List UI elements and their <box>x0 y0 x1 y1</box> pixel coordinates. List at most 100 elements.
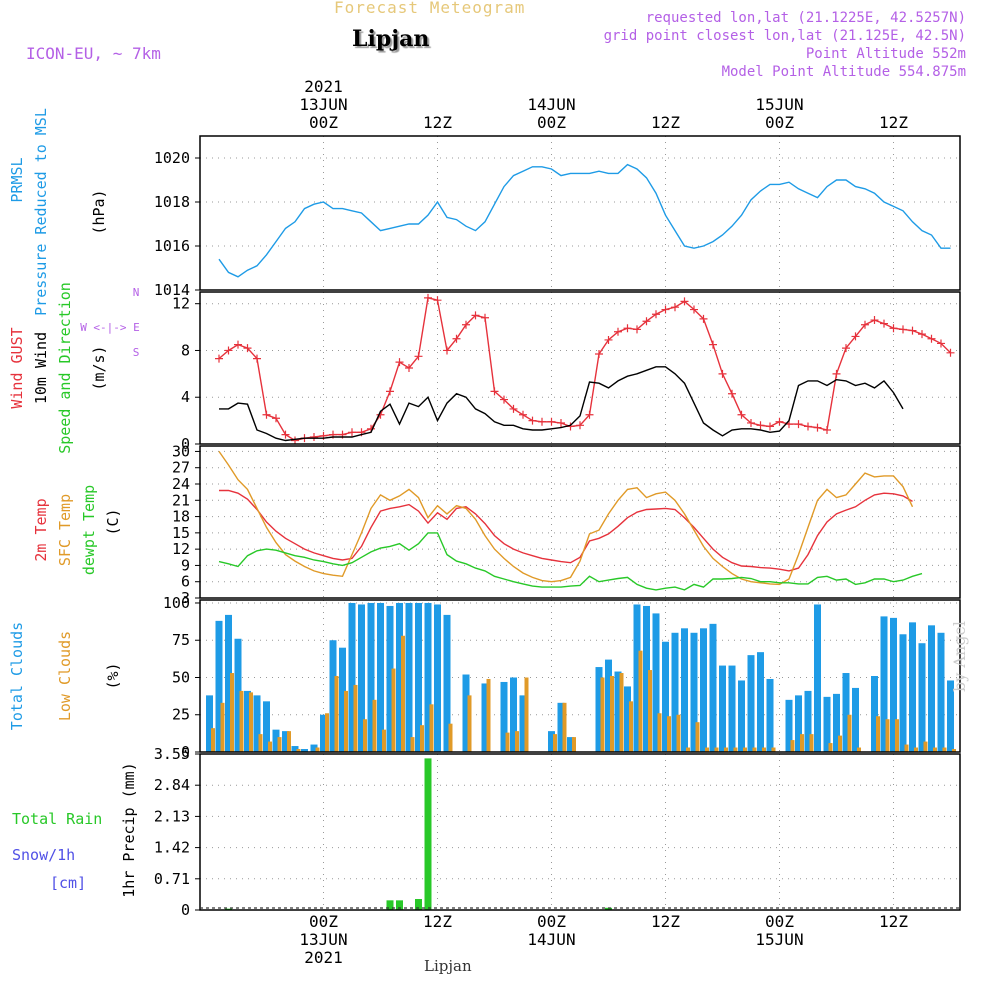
clouds-bar-total-clouds <box>652 613 660 752</box>
clouds-bar-low-clouds <box>524 677 529 752</box>
model-point-altitude: Model Point Altitude 554.875m <box>721 64 966 80</box>
clouds-bar-total-clouds <box>595 667 603 752</box>
pressure-ytick-label: 1016 <box>154 237 190 255</box>
wind-gust-marker <box>519 410 527 419</box>
clouds-bar-total-clouds <box>301 749 308 752</box>
top-time-label-4-1: 00Z <box>765 113 794 132</box>
clouds-bar-low-clouds <box>752 747 757 752</box>
clouds-bar-total-clouds <box>225 614 232 752</box>
top-time-label-3-0: 12Z <box>651 113 680 132</box>
clouds-bar-low-clouds <box>809 734 814 752</box>
clouds-bar-total-clouds <box>377 602 384 752</box>
wind-gust-marker <box>471 311 480 320</box>
wind-ytick-label: 0 <box>181 435 190 453</box>
top-time-label-4-0: 15JUN <box>755 95 803 114</box>
clouds-ytick-label: 0 <box>181 743 190 761</box>
bottom-time-label-2-1: 14JUN <box>527 930 575 949</box>
temp-label-2m: 2m Temp <box>32 498 50 561</box>
point-altitude: Point Altitude 552m <box>805 46 966 62</box>
precip-ytick-label: 2.84 <box>154 776 190 794</box>
panel-wind: 0 4 8 12 <box>172 291 961 453</box>
clouds-bar-total-clouds <box>244 690 251 752</box>
clouds-bar-low-clouds <box>448 723 453 752</box>
clouds-bar-low-clouds <box>923 741 928 752</box>
wind-gust-marker <box>671 303 679 312</box>
temperature-ytick-label: 9 <box>181 556 190 574</box>
wind-gust-marker <box>728 389 736 398</box>
clouds-bar-low-clouds <box>885 719 890 752</box>
wind-gust-marker <box>490 387 499 396</box>
clouds-bar-total-clouds <box>757 652 764 752</box>
clouds-bar-low-clouds <box>553 734 557 752</box>
clouds-bar-low-clouds <box>676 714 681 752</box>
wind-gust-marker <box>452 334 461 343</box>
compass-text: W <-|-> E <box>80 321 140 334</box>
wind-gust-marker <box>509 404 518 413</box>
wind-gust-marker <box>386 387 394 396</box>
precip-legend-rain: Total Rain <box>12 810 102 828</box>
clouds-bar-total-clouds <box>823 696 831 752</box>
temperature-ytick-label: 3 <box>181 589 190 607</box>
wind-gust-marker <box>690 305 698 314</box>
clouds-bar-low-clouds <box>619 673 624 752</box>
pressure-frame <box>199 135 961 291</box>
wind-gust-marker <box>224 346 233 355</box>
clouds-bar-low-clouds <box>239 690 244 752</box>
clouds-frame <box>199 599 961 753</box>
clouds-bar-low-clouds <box>657 713 662 752</box>
clouds-bar-low-clouds <box>648 670 652 752</box>
clouds-bar-low-clouds <box>296 749 301 752</box>
clouds-bar-low-clouds <box>515 731 519 752</box>
bottom-time-label-4-0: 00Z <box>765 912 794 931</box>
wind-gust-marker <box>747 418 755 427</box>
precip-bar-total-rain <box>386 900 394 910</box>
wind-gust-marker <box>538 417 546 426</box>
clouds-bar-total-clouds <box>263 701 270 752</box>
clouds-bar-total-clouds <box>918 643 926 752</box>
clouds-bar-total-clouds <box>519 695 527 752</box>
clouds-bar-low-clouds <box>249 692 253 752</box>
clouds-bar-total-clouds <box>795 695 802 752</box>
temp-label-dewpt: dewpt Temp <box>80 485 98 575</box>
wind-gust-marker <box>661 305 670 314</box>
precip-ytick-label: 0 <box>181 901 190 919</box>
wind-gust-marker <box>547 417 556 426</box>
wind-gust-marker <box>756 421 765 430</box>
clouds-bar-low-clouds <box>695 722 700 752</box>
clouds-bar-total-clouds <box>405 602 413 752</box>
clouds-bar-total-clouds <box>548 731 555 752</box>
clouds-bar-total-clouds <box>747 655 755 752</box>
clouds-bar-total-clouds <box>415 602 422 752</box>
wind-gust-marker <box>215 354 223 363</box>
clouds-bar-low-clouds <box>790 740 795 752</box>
wind-gust-marker <box>680 297 689 306</box>
clouds-bar-total-clouds <box>320 714 327 752</box>
temperature-series-sfc-temp <box>218 450 914 586</box>
clouds-bar-total-clouds <box>434 604 441 752</box>
clouds-bar-total-clouds <box>462 674 470 752</box>
precip-ytick-label: 0.71 <box>154 870 190 888</box>
wind-gust-marker <box>424 293 432 302</box>
wind-gust-marker <box>699 314 708 323</box>
top-time-label-5-0: 12Z <box>879 113 908 132</box>
clouds-bar-low-clouds <box>933 747 937 752</box>
wind-gust-marker <box>462 320 470 329</box>
clouds-bar-low-clouds <box>344 690 348 752</box>
wind-gust-marker <box>899 325 907 334</box>
wind-gust-marker <box>794 420 803 429</box>
clouds-bar-total-clouds <box>852 687 859 752</box>
clouds-bar-total-clouds <box>614 671 622 752</box>
wind-series-10m-wind <box>219 366 904 442</box>
wind-gust-marker <box>291 436 299 445</box>
clouds-bar-low-clouds <box>705 747 709 752</box>
wind-gust-marker <box>823 425 831 434</box>
clouds-bar-total-clouds <box>367 602 375 752</box>
wind-gust-marker <box>253 354 261 363</box>
wind-gust-marker <box>880 319 888 328</box>
clouds-bar-low-clouds <box>895 719 899 752</box>
temperature-frame <box>199 445 961 599</box>
clouds-bar-total-clouds <box>310 744 318 752</box>
precip-label-unit: 1hr Precip (mm) <box>120 762 138 897</box>
pressure-label-unit: (hPa) <box>90 189 108 234</box>
